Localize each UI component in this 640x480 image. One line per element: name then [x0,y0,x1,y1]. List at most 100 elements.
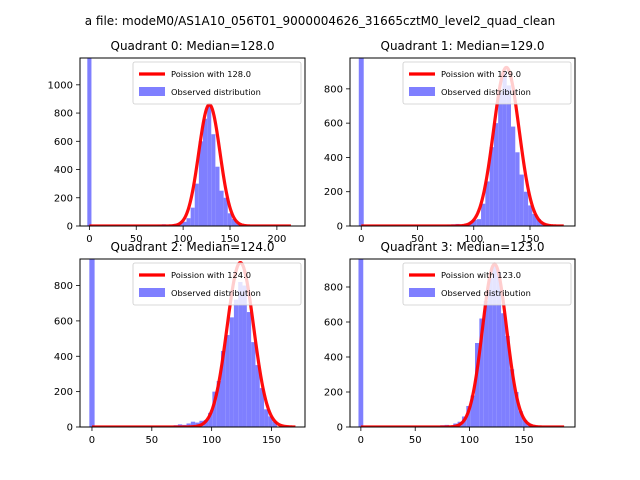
quadrant-0-hist-bar [87,58,92,226]
quadrant-3-hist-bar [505,336,510,427]
quadrant-1-ytick-label: 0 [337,222,343,233]
quadrant-2-hist-bar [255,365,260,427]
quadrant-0-ytick-label: 600 [54,137,73,148]
quadrant-0-axes-frame [79,57,306,227]
quadrant-0-xtick-label: 50 [130,234,143,245]
quadrant-2-hist-bar [190,421,196,427]
quadrant-0-title: Quadrant 0: Median=128.0 [111,39,275,53]
quadrant-0-plot-area [87,58,293,226]
quadrant-3-legend-label-observed: Observed distribution [441,288,531,298]
quadrant-1-legend-label-observed: Observed distribution [441,87,531,97]
quadrant-3-ytick-label: 400 [324,353,343,364]
quadrant-2-legend-patch-swatch [139,288,165,297]
quadrant-0-ytick-label: 1000 [48,80,73,91]
quadrant-2-xtick-label: 100 [202,435,221,446]
quadrant-0-legend: Poission with 128.0 Observed distribution [132,61,302,105]
quadrant-1-ytick-label: 800 [324,84,343,95]
quadrant-0-hist-bar [203,118,208,226]
quadrant-3-hist-bar [492,264,497,427]
quadrant-2-ytick-label: 0 [67,423,73,434]
quadrant-1-ytick-label: 600 [324,119,343,130]
quadrant-3-ytick-label: 600 [324,318,343,329]
quadrant-0-xtick-label: 200 [267,234,286,245]
quadrant-1-title: Quadrant 1: Median=129.0 [381,39,545,53]
quadrant-3-ytick-label: 200 [324,388,343,399]
quadrant-1-hist-bar [485,181,490,226]
quadrant-1-hist-bar [498,92,503,226]
quadrant-2-hist-bar [212,391,217,427]
quadrant-2-hist-bar [233,299,239,427]
quadrant-2-hist-bar [89,259,95,427]
quadrant-3-legend: Poission with 123.0 Observed distribution [402,262,572,306]
quadrant-0-poisson-curve [88,102,293,226]
quadrant-3-ytick-label: 0 [337,423,343,434]
quadrant-1-hist-bar [515,152,520,226]
quadrant-1-hist-bar [536,219,541,226]
quadrant-3-xtick-label: 0 [358,435,364,446]
quadrant-3-legend-box [402,262,572,306]
quadrant-1-hist-bar [493,123,499,226]
quadrant-2-hist-bar [242,285,247,427]
quadrant-2-hist-bar [229,317,234,427]
quadrant-0-hist-bar [219,190,224,226]
quadrant-3-hist-bar [479,318,484,427]
quadrant-0-legend-box [132,61,302,105]
quadrant-2-legend-label-fit: Poission with 124.0 [171,270,251,280]
quadrant-0-hist-bar [194,183,199,226]
quadrant-2-hist-bar [246,312,252,427]
quadrant-3-hist-bar [501,313,506,427]
quadrant-1-hist-bar [528,205,533,226]
quadrant-0-xtick-label: 100 [174,234,193,245]
quadrant-2-hist-bar [225,335,230,427]
quadrant-1-xtick-label: 0 [358,234,364,245]
quadrant-2-xtick-label: 50 [145,435,158,446]
quadrant-2-hist-bar [268,416,273,427]
quadrant-1-axes-frame [349,57,576,227]
quadrant-2-hist-bar [220,350,226,427]
quadrant-1-hist-bar [532,214,537,226]
quadrant-1-hist-bar [476,219,482,226]
quadrant-0-hist-bar [182,221,187,226]
quadrant-2-ytick-label: 600 [54,316,73,327]
quadrant-3-hist-bar [514,392,519,427]
quadrant-3-title: Quadrant 3: Median=123.0 [381,240,545,254]
quadrant-2-panel: 0 50 100 150 0 200 400 600 800 Quadrant 2: Median… [54,240,306,446]
quadrant-2-hist-bar [251,342,256,427]
quadrant-1-hist-bar [519,174,524,226]
quadrant-1-hist-bar [506,85,511,226]
quadrant-1-panel: 0 50 100 150 0 200 400 600 800 Quadrant 1: Median… [324,39,576,245]
quadrant-0-xtick-label: 150 [220,234,239,245]
quadrant-2-title: Quadrant 2: Median=124.0 [111,240,275,254]
quadrant-0-hist-bar [215,166,220,226]
quadrant-2-hist-bar [272,421,277,427]
quadrant-0-ytick-label: 800 [54,109,73,120]
quadrant-3-xtick-label: 50 [409,435,422,446]
quadrant-3-hist-bar [470,395,475,427]
quadrant-1-hist-bar [502,71,507,226]
quadrant-1-hist-bar [489,147,494,226]
quadrant-3-ytick-label: 800 [324,283,343,294]
quadrant-2-ytick-label: 400 [54,352,73,363]
quadrant-2-legend-label-observed: Observed distribution [171,288,261,298]
quadrant-3-hist-bar [358,259,364,427]
quadrant-1-xtick-label: 150 [520,234,539,245]
quadrant-2-hist-bar [208,412,213,427]
quadrant-1-hist-bar [481,203,486,226]
quadrant-3-hist-bar [509,369,515,427]
quadrant-2-hist-bar [264,409,269,427]
quadrant-3-hist-bar [488,278,493,427]
quadrant-3-hist-bar [518,411,523,427]
quadrant-0-ytick-label: 0 [67,222,73,233]
quadrant-1-ytick-label: 400 [324,153,343,164]
quadrant-0-legend-patch-swatch [139,87,165,96]
quadrant-0-xtick-label: 0 [86,234,92,245]
quadrant-0-hist-bar [227,213,232,226]
quadrant-0-hist-bar [198,141,203,226]
quadrant-0-hist-bar [211,134,216,226]
quadrant-2-hist-bar [238,281,243,427]
quadrant-2-hist-bar [259,388,265,427]
quadrant-3-hist-bar [483,301,489,427]
quadrant-2-hist-bar [216,381,221,427]
quadrant-3-hist-bar [522,420,528,427]
quadrant-1-ytick-label: 200 [324,187,343,198]
